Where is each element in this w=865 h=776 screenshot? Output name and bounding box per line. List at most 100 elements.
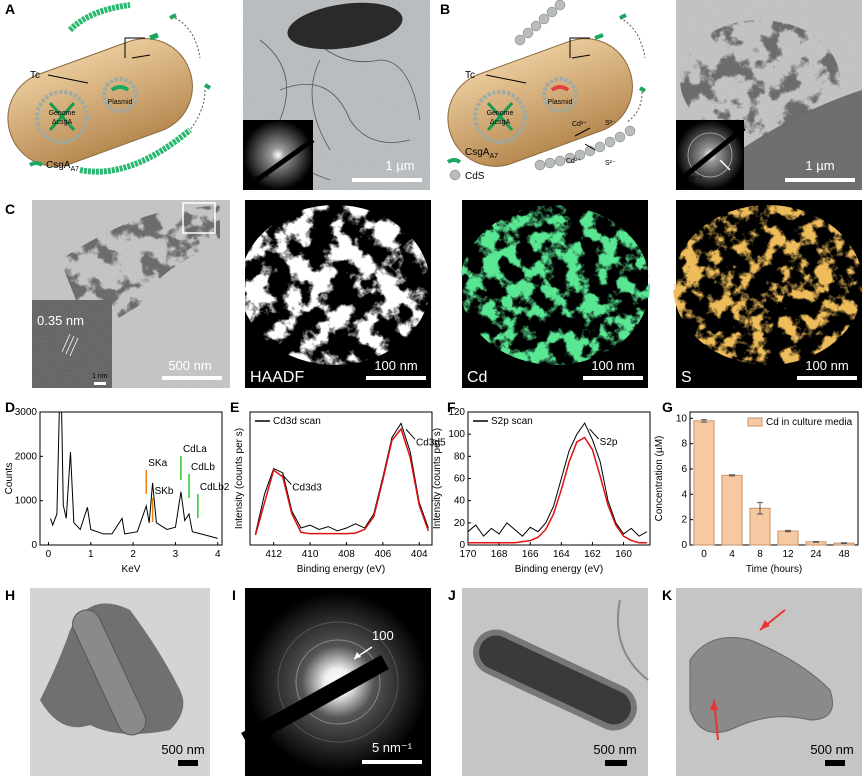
bar: [693, 420, 715, 546]
tem-b: [676, 0, 862, 190]
y-tick-label: 20: [454, 518, 466, 529]
genome-sub: ΔcsgA: [52, 119, 73, 126]
csga-label: CsgAA7: [465, 147, 498, 160]
series-line: [468, 436, 647, 544]
y-tick-label: 6: [681, 464, 687, 475]
ring-label: 100: [372, 628, 394, 643]
plasmid-label: Plasmid: [548, 99, 573, 106]
annotation-label: Cd3d5: [416, 437, 446, 448]
panel-label: I: [232, 587, 236, 603]
genome-label: Genome: [49, 110, 76, 117]
csga-sub: A7: [489, 153, 498, 160]
x-tick-label: 0: [701, 549, 707, 560]
annotation-label: SKa: [148, 458, 167, 469]
csga-label: CsgAA7: [46, 160, 79, 173]
y-tick-label: 2: [681, 515, 687, 526]
diffraction-i: [241, 588, 431, 776]
x-tick-label: 12: [782, 549, 794, 560]
tem-c: [32, 200, 230, 388]
panel-label: E: [230, 399, 239, 415]
y-tick-label: 3000: [15, 407, 38, 418]
annotation-arrow: [281, 474, 292, 485]
legend-label: Cd in culture media: [766, 417, 853, 428]
x-tick-label: 164: [553, 549, 570, 560]
panel-label: D: [5, 399, 15, 415]
series-line: [254, 427, 430, 536]
legend-label: S2p scan: [491, 416, 533, 427]
tem-j: [462, 588, 649, 776]
tem-k: [676, 588, 862, 776]
error-bar: [729, 474, 735, 477]
x-tick-label: 1: [88, 549, 94, 560]
ion-label: Cd²⁺: [566, 158, 581, 165]
x-tick-label: 168: [491, 549, 508, 560]
csga-text: CsgA: [46, 160, 71, 171]
x-axis-title: Binding energy (eV): [515, 564, 603, 575]
inset-ring-label: 100: [728, 178, 740, 185]
y-tick-label: 8: [681, 439, 687, 450]
x-tick-label: 4: [729, 549, 735, 560]
y-axis-title: Counts: [4, 463, 15, 495]
series-line: [254, 422, 429, 534]
x-tick-label: 406: [375, 549, 392, 560]
panel-label: J: [448, 587, 456, 603]
plot-frame: [689, 411, 859, 546]
panel-label: F: [447, 399, 456, 415]
y-tick-label: 0: [459, 540, 465, 551]
y-tick-label: 120: [448, 407, 465, 418]
tc-label: Tc: [30, 70, 40, 81]
annotation-label: CdLb2: [200, 482, 230, 493]
x-tick-label: 404: [411, 549, 428, 560]
plot-frame: [39, 411, 223, 546]
annotation-label: CdLb: [191, 462, 215, 473]
x-tick-label: 166: [522, 549, 539, 560]
csga-sub: A7: [70, 166, 79, 173]
x-tick-label: 4: [215, 549, 221, 560]
schematic-b: [446, 0, 647, 181]
x-tick-label: 410: [302, 549, 319, 560]
haadf-label: HAADF: [250, 369, 304, 386]
scale-bar-label: 500 nm: [593, 742, 636, 757]
x-tick-label: 3: [173, 549, 179, 560]
schematic-a: [7, 2, 212, 175]
x-tick-label: 2: [130, 549, 136, 560]
annotation-label: Cd3d3: [292, 483, 322, 494]
inset-scale-label: 5 nm⁻¹: [680, 175, 702, 182]
x-tick-label: 0: [46, 549, 52, 560]
ion-label: Cd²⁺: [572, 121, 587, 128]
haadf-image: [240, 200, 431, 388]
x-tick-label: 412: [265, 549, 282, 560]
y-tick-label: 1000: [15, 496, 38, 507]
tem-h: [30, 588, 210, 776]
tem-a: [243, 0, 430, 190]
lattice-label: 0.35 nm: [37, 313, 84, 328]
legend-swatch: [747, 417, 763, 427]
x-tick-label: 408: [338, 549, 355, 560]
x-tick-label: 24: [810, 549, 822, 560]
y-tick-label: 60: [454, 474, 466, 485]
panel-label: G: [662, 399, 673, 415]
y-axis-title: Intensity (counts per s): [234, 428, 245, 529]
x-axis-title: KeV: [122, 564, 141, 575]
x-tick-label: 160: [615, 549, 632, 560]
s-label: S: [681, 369, 692, 386]
x-tick-label: 162: [584, 549, 601, 560]
csga-text: CsgA: [465, 147, 490, 158]
scale-bar-label: 100 nm: [591, 358, 634, 373]
cd-label: Cd: [467, 369, 487, 386]
x-axis-title: Time (hours): [746, 564, 802, 575]
annotation-arrow: [405, 428, 416, 440]
plot-frame: [467, 411, 651, 546]
scale-bar-label: 1 µm: [385, 158, 414, 173]
y-tick-label: 4: [681, 489, 687, 500]
panel-label: H: [5, 587, 15, 603]
scale-bar-label: 500 nm: [161, 742, 204, 757]
bar: [721, 474, 743, 546]
panel-label: A: [5, 1, 15, 17]
ion-label: S²⁻: [605, 160, 616, 167]
x-axis-title: Binding energy (eV): [297, 564, 385, 575]
scale-bar-label: 5 nm⁻¹: [372, 740, 413, 755]
y-tick-label: 100: [448, 429, 465, 440]
